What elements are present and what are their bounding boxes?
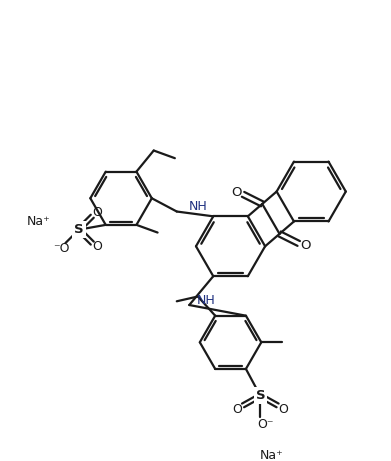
Text: O: O [92, 206, 102, 219]
Text: NH: NH [188, 200, 207, 213]
Text: O: O [231, 186, 242, 199]
Text: Na⁺: Na⁺ [260, 449, 284, 461]
Text: O: O [232, 403, 242, 416]
Text: O: O [278, 403, 288, 416]
Text: Na⁺: Na⁺ [27, 215, 50, 229]
Text: NH: NH [197, 294, 215, 307]
Text: O: O [300, 239, 311, 252]
Text: O: O [92, 241, 102, 254]
Text: S: S [255, 389, 265, 402]
Text: S: S [74, 223, 84, 236]
Text: ⁻O: ⁻O [53, 242, 70, 255]
Text: O⁻: O⁻ [257, 418, 273, 431]
